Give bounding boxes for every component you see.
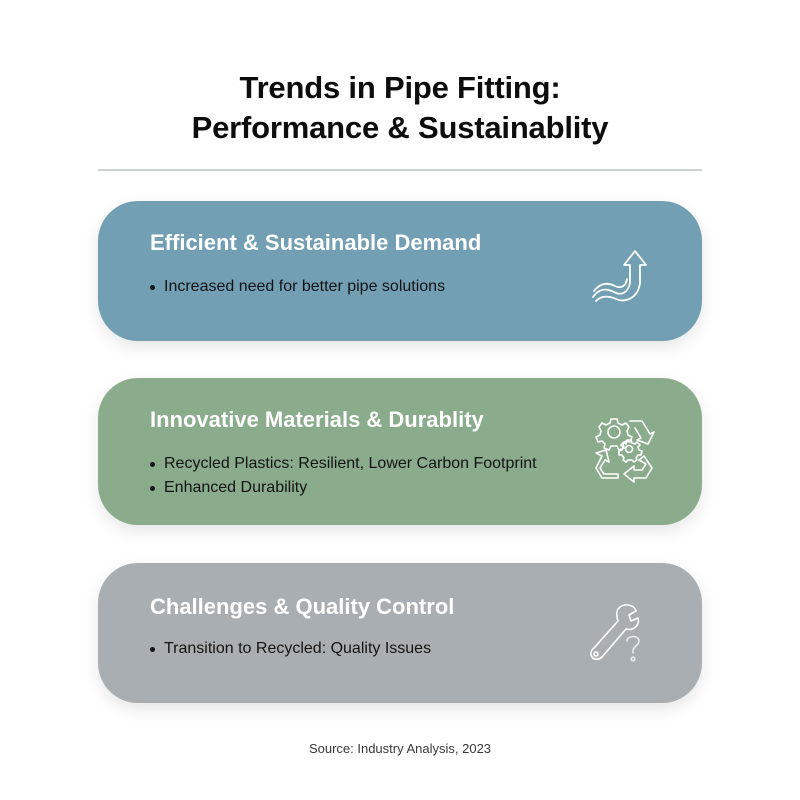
bullet-item: Recycled Plastics: Resilient, Lower Carb…: [148, 452, 537, 476]
title-divider: [98, 169, 702, 171]
page-title-line-1: Trends in Pipe Fitting:: [239, 70, 561, 105]
card-title: Efficient & Sustainable Demand: [150, 230, 482, 255]
card-title: Challenges & Quality Control: [150, 594, 455, 619]
bullet-text: Transition to Recycled: Quality Issues: [164, 640, 432, 657]
wavy-up-arrow-icon: [590, 245, 652, 308]
bullet-item: Increased need for better pipe solutions: [148, 275, 445, 299]
bullet-list: Transition to Recycled: Quality Issues: [148, 637, 431, 661]
bullet-text: Enhanced Durability: [164, 479, 308, 496]
bullet-dot: [150, 485, 155, 491]
page-title: Trends in Pipe Fitting: Performance & Su…: [0, 68, 800, 148]
bullet-dot: [150, 284, 155, 290]
bullet-list: Increased need for better pipe solutions: [148, 275, 445, 299]
card-title: Innovative Materials & Durablity: [150, 407, 484, 432]
bullet-dot: [150, 461, 155, 467]
gears-recycle-icon: [592, 416, 658, 489]
bullet-dot: [150, 646, 155, 652]
page-title-line-2: Performance & Sustainablity: [191, 110, 609, 145]
bullet-text: Increased need for better pipe solutions: [164, 278, 446, 295]
source-caption: Source: Industry Analysis, 2023: [308, 741, 492, 756]
bullet-item: Enhanced Durability: [148, 476, 537, 500]
bullet-list: Recycled Plastics: Resilient, Lower Carb…: [148, 452, 537, 500]
bullet-item: Transition to Recycled: Quality Issues: [148, 637, 431, 661]
card-challenges-quality-control: Challenges & Quality Control Transition …: [98, 563, 702, 703]
card-efficient-sustainable-demand: Efficient & Sustainable Demand Increased…: [98, 201, 702, 341]
card-innovative-materials-durability: Innovative Materials & Durablity Recycle…: [98, 378, 702, 525]
bullet-text: Recycled Plastics: Resilient, Lower Carb…: [164, 455, 537, 472]
wrench-question-icon: [588, 601, 646, 672]
